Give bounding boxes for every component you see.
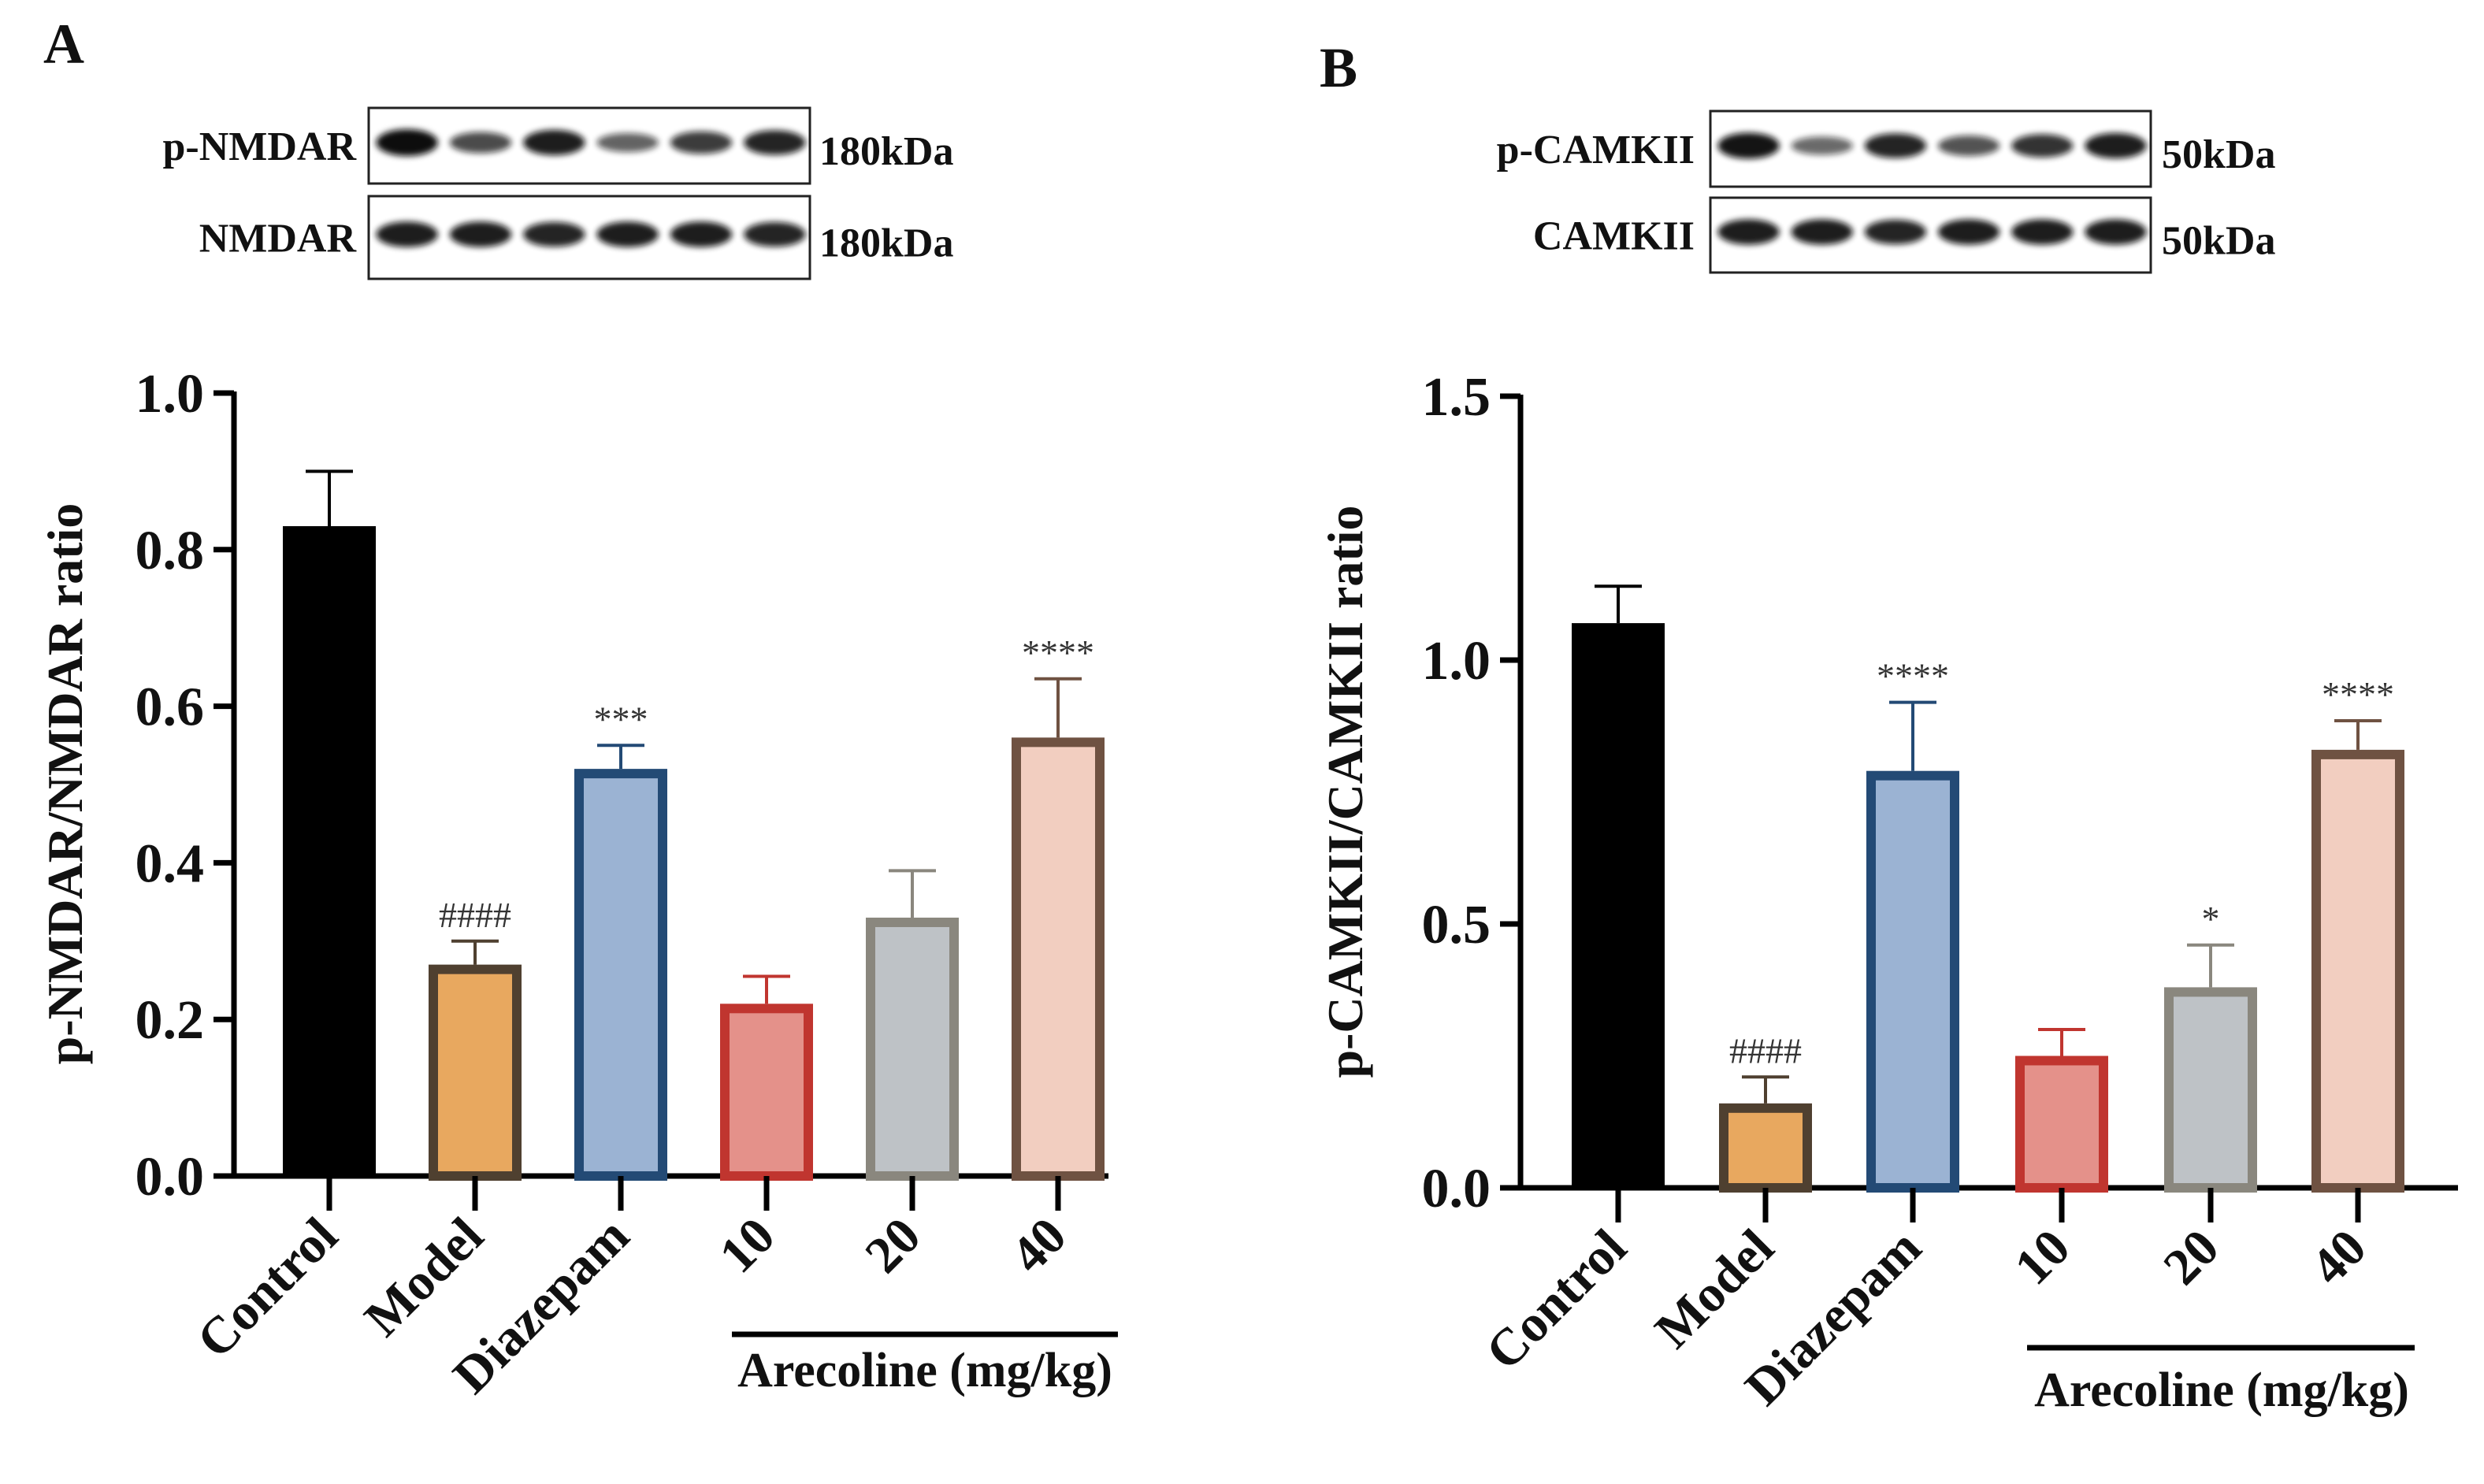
blot-band (449, 132, 512, 154)
blot-frame (367, 106, 811, 185)
bar-model (1719, 1103, 1812, 1193)
y-tick-label: 1.5 (1422, 367, 1491, 428)
y-tick-label: 1.0 (136, 364, 205, 425)
blot-band (2085, 132, 2147, 159)
panel-a: Ap-NMDAR 180kDa NMDAR 180kDa 0.0 0.2 0.4 0.6 0.8… (37, 13, 1118, 1404)
blot-band (670, 221, 733, 247)
significance-marker: *** (594, 699, 648, 739)
blot-band (1937, 135, 2000, 156)
blot-band (1717, 132, 1780, 159)
blot-band (376, 221, 438, 247)
significance-marker: #### (439, 895, 511, 935)
x-tick-label: Model (1644, 1219, 1785, 1360)
y-axis-title: p-CAMKII/CAMKII ratio (1317, 505, 1373, 1078)
blot-band (596, 221, 659, 247)
blot-band (2085, 219, 2147, 245)
blot-band (2011, 134, 2074, 158)
bar-control (1572, 623, 1665, 1188)
western-blot-p-nmdar (367, 106, 811, 185)
group-label: Arecoline (mg/kg) (2034, 1363, 2409, 1417)
bar-20 (2164, 987, 2257, 1193)
x-tick-label: 20 (2152, 1219, 2230, 1296)
significance-marker: **** (2322, 674, 2394, 714)
blot-band (523, 129, 585, 156)
blot-size-label: 50kDa (2162, 132, 2275, 177)
bar-control (283, 525, 376, 1176)
blot-frame (367, 195, 811, 280)
x-tick-label: Model (354, 1207, 495, 1348)
blot-band (376, 129, 438, 156)
blot-band (670, 131, 733, 154)
blot-band (1791, 136, 1853, 155)
blot-label: p-CAMKII (1497, 128, 1695, 173)
bar-20 (866, 917, 959, 1181)
x-tick-label: 40 (1000, 1207, 1077, 1284)
blot-band (1717, 219, 1780, 245)
blot-label: p-NMDAR (162, 124, 357, 169)
y-tick-label: 0.8 (136, 521, 205, 581)
blot-band (1864, 133, 1927, 158)
bar-10 (720, 1004, 813, 1181)
bar-10 (2015, 1055, 2108, 1193)
western-blot-camkii (1709, 196, 2152, 274)
western-blot-nmdar (367, 195, 811, 280)
blot-band (744, 130, 806, 155)
significance-marker: * (2202, 899, 2220, 939)
significance-marker: **** (1877, 656, 1949, 696)
blot-size-label: 50kDa (2162, 219, 2275, 264)
blot-band (596, 132, 659, 153)
panel-b: Bp-CAMKII 50kDa CAMKII 50kDa 0.0 0.5 1.0 1.5 p-C… (1317, 36, 2458, 1417)
blot-frame (1709, 109, 2152, 188)
y-tick-label: 0.6 (136, 677, 205, 738)
blot-size-label: 180kDa (819, 129, 953, 174)
bar-diazepam (574, 769, 667, 1181)
western-blot-p-camkii (1709, 109, 2152, 188)
blot-frame (1709, 196, 2152, 274)
x-tick-label: 10 (2003, 1219, 2081, 1296)
bar-diazepam (1866, 770, 1959, 1193)
x-tick-label: Control (1475, 1219, 1637, 1381)
blot-size-label: 180kDa (819, 221, 953, 266)
bar-40 (2311, 749, 2404, 1193)
x-tick-label: 10 (708, 1207, 785, 1284)
y-tick-label: 0.0 (1422, 1159, 1491, 1219)
blot-band (2011, 219, 2074, 245)
blot-band (523, 221, 585, 247)
y-tick-label: 0.5 (1422, 895, 1491, 955)
y-tick-label: 1.0 (1422, 631, 1491, 692)
blot-band (449, 221, 512, 247)
x-tick-label: 20 (854, 1207, 931, 1284)
x-tick-label: Control (186, 1207, 348, 1369)
panel-letter: A (43, 13, 84, 76)
blot-label: NMDAR (199, 217, 358, 262)
panel-letter: B (1320, 36, 1357, 99)
bar-model (429, 964, 522, 1181)
blot-band (1864, 219, 1927, 245)
y-tick-label: 0.4 (136, 833, 205, 894)
blot-label: CAMKII (1533, 214, 1695, 259)
significance-marker: **** (1022, 633, 1094, 673)
y-axis-title: p-NMDAR/NMDAR ratio (37, 503, 93, 1065)
group-label: Arecoline (mg/kg) (737, 1344, 1112, 1397)
blot-band (1791, 219, 1853, 245)
blot-band (1937, 219, 2000, 245)
y-tick-label: 0.2 (136, 990, 205, 1051)
bar-40 (1012, 737, 1105, 1181)
x-tick-label: 40 (2300, 1219, 2377, 1296)
significance-marker: #### (1729, 1030, 1802, 1070)
y-tick-label: 0.0 (136, 1147, 205, 1208)
blot-band (744, 221, 806, 247)
